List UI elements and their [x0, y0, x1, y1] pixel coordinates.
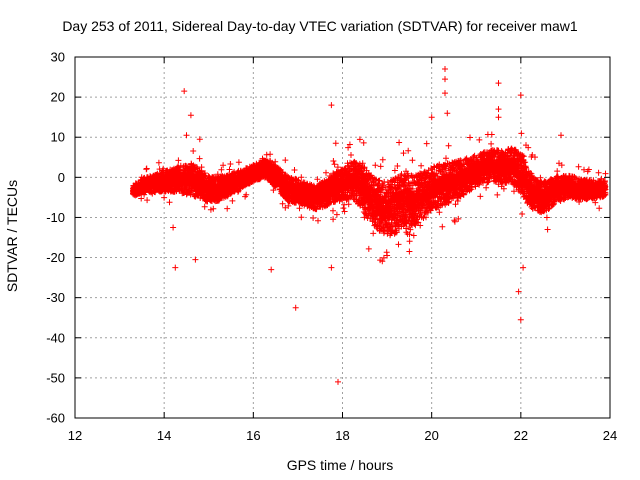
grid-lines — [75, 57, 610, 418]
data-points — [130, 66, 609, 385]
chart-title: Day 253 of 2011, Sidereal Day-to-day VTE… — [62, 18, 578, 34]
